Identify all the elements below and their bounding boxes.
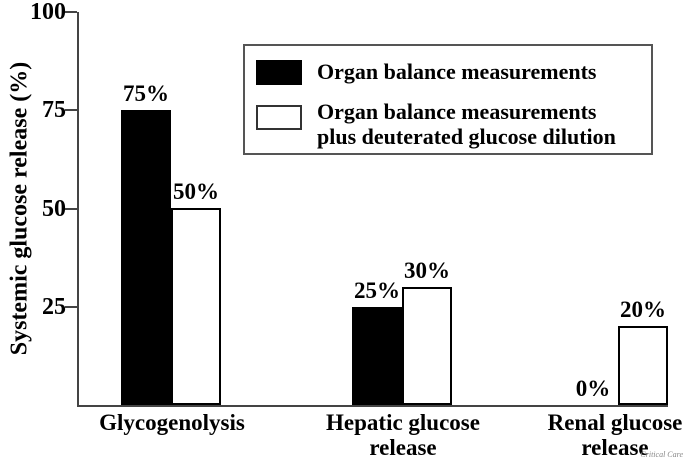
category-label-line: Glycogenolysis bbox=[99, 410, 245, 435]
bar-value-label: 75% bbox=[123, 81, 169, 106]
legend-label-deuterated: Organ balance measurements plus deuterat… bbox=[317, 99, 616, 149]
category-label-line: Hepatic glucose bbox=[326, 410, 480, 435]
bar-deuterated bbox=[171, 208, 221, 405]
legend-swatch-filled-icon bbox=[256, 60, 302, 85]
bar-value-label: 30% bbox=[404, 258, 450, 283]
bar-value-label: 0% bbox=[575, 376, 611, 401]
legend-label-organ-balance: Organ balance measurements bbox=[317, 59, 597, 84]
bar-deuterated bbox=[402, 287, 452, 405]
y-tick-mark bbox=[65, 11, 77, 13]
category-label: Hepatic glucose release bbox=[263, 410, 543, 460]
bar-value-label: 25% bbox=[354, 278, 400, 303]
legend-label-line: Organ balance measurements bbox=[317, 99, 597, 124]
y-tick-label: 100 bbox=[30, 0, 66, 25]
bar-deuterated bbox=[618, 326, 668, 405]
credit-text: Critical Care bbox=[640, 450, 683, 459]
category-label-line: Renal glucose bbox=[547, 410, 683, 435]
bar-organ-balance bbox=[352, 307, 402, 405]
category-label-line: release bbox=[369, 435, 437, 460]
category-label: Renal glucose release bbox=[475, 410, 685, 460]
legend-label-line: plus deuterated glucose dilution bbox=[317, 124, 616, 149]
category-label: Glycogenolysis bbox=[32, 410, 312, 435]
y-tick-label: 75 bbox=[42, 97, 66, 123]
legend-swatch-open-icon bbox=[256, 105, 302, 130]
y-tick-label: 25 bbox=[42, 294, 66, 320]
legend: Organ balance measurements Organ balance… bbox=[243, 44, 653, 155]
bar-organ-balance bbox=[121, 110, 171, 405]
y-tick-mark bbox=[65, 306, 77, 308]
y-tick-mark bbox=[65, 109, 77, 111]
x-axis-line bbox=[77, 405, 668, 407]
bar-value-label: 20% bbox=[620, 297, 666, 322]
bar-value-label: 50% bbox=[173, 179, 219, 204]
y-tick-label: 50 bbox=[42, 196, 66, 222]
y-axis-line bbox=[77, 12, 79, 407]
category-label-line: release bbox=[581, 435, 649, 460]
y-tick-mark bbox=[65, 208, 77, 210]
